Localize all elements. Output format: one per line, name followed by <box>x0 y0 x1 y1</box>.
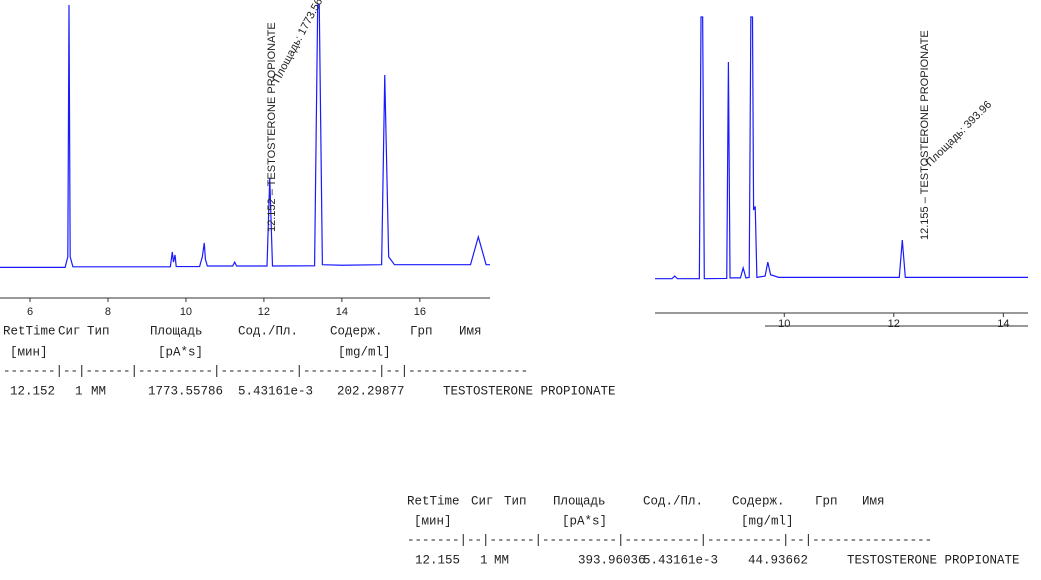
column-header: Тип <box>87 324 110 338</box>
column-header: Сод./Пл. <box>238 324 298 338</box>
column-header: Площадь <box>553 494 606 508</box>
column-header: Тип <box>504 494 527 508</box>
table-cell: 393.96036 <box>578 553 646 567</box>
separator: -------|--|------|----------|----------|… <box>3 364 528 378</box>
table-cell: 5.43161e-3 <box>238 384 313 398</box>
x-tick-label: 8 <box>105 306 111 318</box>
column-header: RetTime <box>3 324 56 338</box>
table-cell: 44.93662 <box>748 553 808 567</box>
column-header: Содерж. <box>330 324 383 338</box>
x-tick-label: 16 <box>414 306 426 318</box>
table-cell: 1773.55786 <box>148 384 223 398</box>
table-cell: TESTOSTERONE PROPIONATE <box>847 553 1020 567</box>
peak-label: 12.152 – TESTOSTERONE PROPIONATE <box>266 22 278 232</box>
column-header: Грп <box>410 324 433 338</box>
unit-label: [mg/ml] <box>338 345 391 359</box>
separator: -------|--|------|----------|----------|… <box>407 533 932 547</box>
table-cell: 12.152 <box>10 384 55 398</box>
x-tick-label: 10 <box>778 318 790 330</box>
chromatogram-trace <box>0 4 490 268</box>
x-tick-label: 14 <box>997 318 1009 330</box>
table-cell: MM <box>91 384 106 398</box>
chromatogram-trace <box>655 16 1028 280</box>
column-header: Сиг <box>471 494 494 508</box>
table-cell: 1 <box>480 553 488 567</box>
column-header: Сод./Пл. <box>643 494 703 508</box>
x-tick-label: 6 <box>27 306 33 318</box>
table-cell: 5.43161e-3 <box>643 553 718 567</box>
table-cell: MM <box>494 553 509 567</box>
peak-label: 12.155 – TESTOSTERONE PROPIONATE <box>919 30 931 240</box>
table-cell: 1 <box>75 384 83 398</box>
column-header: Имя <box>459 324 482 338</box>
x-tick-label: 10 <box>180 306 192 318</box>
unit-label: [мин] <box>10 345 48 359</box>
table-cell: 12.155 <box>415 553 460 567</box>
unit-label: [pA*s] <box>562 514 607 528</box>
x-tick-label: 14 <box>336 306 348 318</box>
column-header: Сиг <box>58 324 81 338</box>
unit-label: [мин] <box>414 514 452 528</box>
x-tick-label: 12 <box>888 318 900 330</box>
unit-label: [pA*s] <box>158 345 203 359</box>
column-header: Имя <box>862 494 885 508</box>
area-label: Площадь: 393.96 <box>924 99 994 169</box>
column-header: Грп <box>815 494 838 508</box>
x-tick-label: 12 <box>258 306 270 318</box>
column-header: RetTime <box>407 494 460 508</box>
unit-label: [mg/ml] <box>741 514 794 528</box>
table-cell: 202.29877 <box>337 384 405 398</box>
table-cell: TESTOSTERONE PROPIONATE <box>443 384 616 398</box>
column-header: Площадь <box>150 324 203 338</box>
column-header: Содерж. <box>732 494 785 508</box>
